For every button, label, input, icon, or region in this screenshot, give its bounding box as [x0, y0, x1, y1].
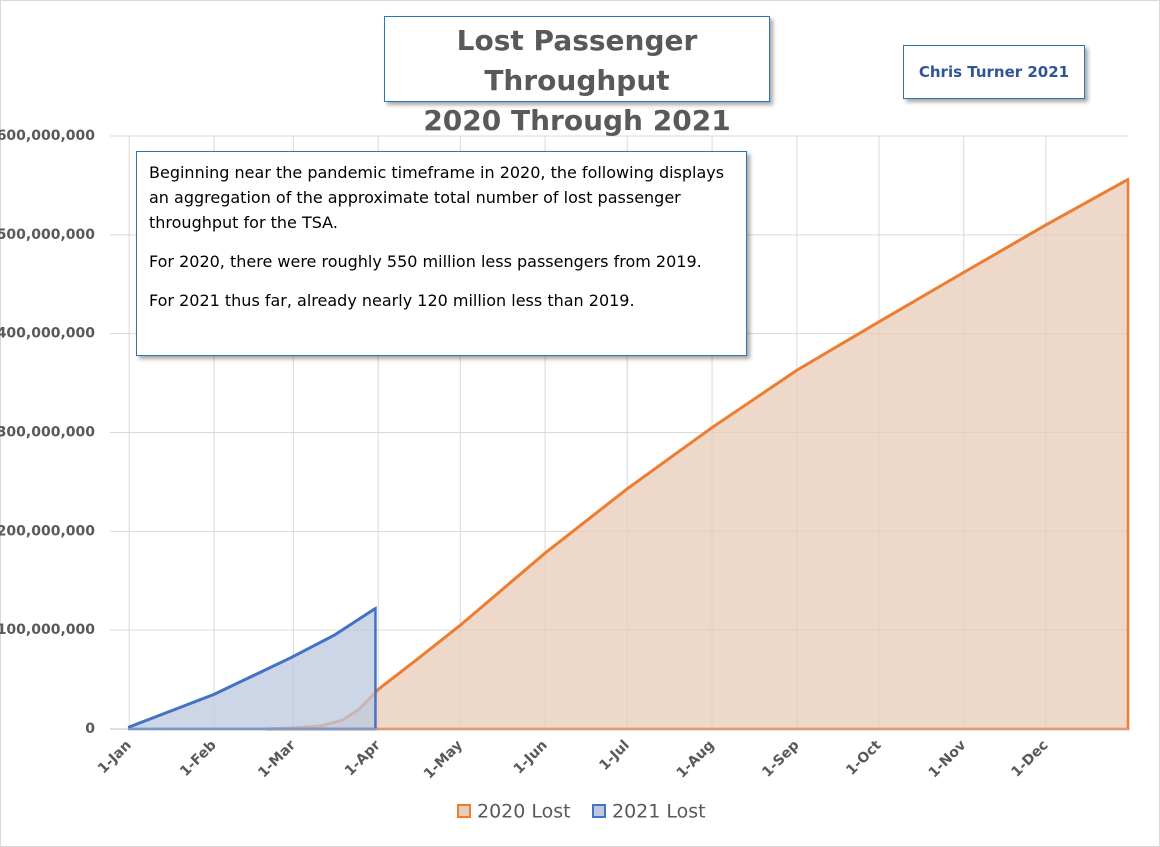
y-tick-label: 500,000,000 — [0, 227, 95, 243]
x-tick-label: 1-Jun — [511, 737, 551, 777]
author: Chris Turner 2021 — [903, 45, 1085, 99]
series-line — [128, 607, 377, 729]
y-tick-label: 100,000,000 — [0, 622, 95, 638]
legend-label: 2020 Lost — [477, 801, 571, 823]
legend: 2020 Lost 2021 Lost — [457, 801, 706, 823]
y-tick-label: 200,000,000 — [0, 523, 95, 539]
annotation-text: Beginning near the pandemic timeframe in… — [149, 163, 725, 232]
legend-swatch — [592, 804, 606, 818]
annotation-text: For 2021 thus far, already nearly 120 mi… — [149, 291, 635, 310]
legend-label: 2021 Lost — [612, 801, 706, 823]
annotation: Beginning near the pandemic timeframe in… — [136, 151, 747, 356]
plot — [127, 177, 1130, 731]
x-tick-label: 1-Mar — [255, 737, 299, 781]
x-tick-label: 1-Nov — [926, 737, 970, 781]
x-tick-label: 1-Oct — [843, 737, 885, 779]
title-line: 2020 Through 2021 — [423, 104, 731, 137]
x-tick-label: 1-Sep — [759, 737, 802, 780]
x-tick-label: 1-Dec — [1008, 737, 1051, 780]
x-tick-label: 1-Feb — [177, 737, 219, 779]
annotation-text: For 2020, there were roughly 550 million… — [149, 252, 702, 271]
title-line: Lost Passenger Throughput — [456, 24, 698, 97]
y-tick-label: 400,000,000 — [0, 326, 95, 342]
x-tick-label: 1-Aug — [674, 737, 718, 781]
y-tick-label: 600,000,000 — [0, 128, 95, 144]
chart-title: Lost Passenger Throughput 2020 Through 2… — [384, 16, 770, 137]
x-tick-label: 1-Jul — [596, 737, 632, 773]
x-tick-label: 1-May — [421, 737, 466, 782]
x-tick-label: 1-Apr — [342, 737, 384, 779]
x-tick-label: 1-Jan — [95, 737, 135, 777]
area-fill — [127, 606, 377, 731]
legend-swatch — [457, 804, 471, 818]
y-tick-label: 300,000,000 — [0, 425, 95, 441]
y-tick-label: 0 — [85, 721, 95, 737]
